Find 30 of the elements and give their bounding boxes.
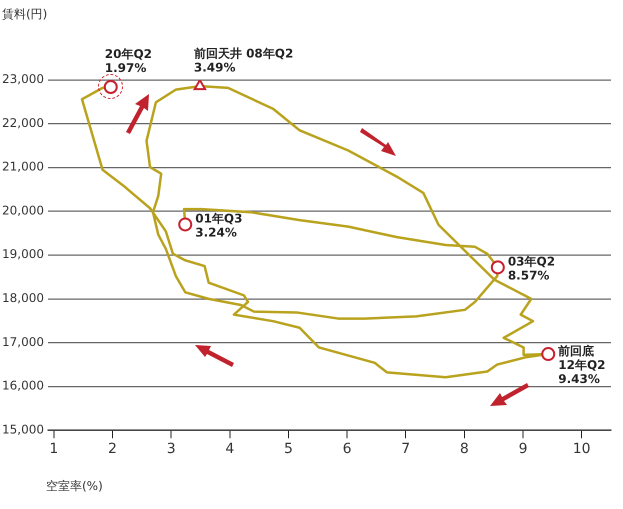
annotation: 前回天井 08年Q2 3.49%	[192, 46, 294, 74]
y-tick-label: 16,000	[2, 378, 44, 393]
x-tick-label: 3	[166, 441, 176, 458]
y-tick-label: 23,000	[2, 72, 44, 86]
x-tick-label: 4	[225, 441, 234, 458]
x-tick-label: 2	[108, 441, 117, 458]
x-tick-label: 9	[518, 441, 528, 458]
y-tick-label: 21,000	[2, 160, 44, 174]
y-tick-label: 20,000	[2, 203, 44, 218]
annotation: 20年Q2 1.97%	[104, 47, 152, 76]
x-tick-label: 5	[284, 441, 293, 458]
y-tick-label: 17,000	[2, 334, 44, 349]
annotation: 01年Q3 3.24%	[195, 212, 242, 240]
y-axis-title: 賃料(円)	[2, 6, 48, 23]
point	[541, 347, 556, 362]
x-tick-label: 8	[460, 441, 469, 458]
y-tick-label: 19,000	[2, 247, 44, 262]
y-tick-label: 22,000	[2, 116, 44, 130]
point	[490, 260, 505, 274]
y-tick-label: 18,000	[2, 291, 44, 305]
annotation: 前回底 12年Q2 9.43%	[557, 344, 606, 386]
x-tick-label: 7	[401, 441, 410, 458]
x-axis-title: 空室率(%)	[46, 478, 103, 495]
x-tick-label: 10	[572, 441, 591, 458]
x-tick-label: 6	[342, 441, 352, 458]
annotation: 03年Q2 8.57%	[508, 254, 556, 282]
y-tick-label: 15,000	[2, 422, 44, 436]
point	[178, 217, 192, 232]
point	[194, 80, 206, 90]
x-tick-label: 1	[49, 441, 58, 458]
